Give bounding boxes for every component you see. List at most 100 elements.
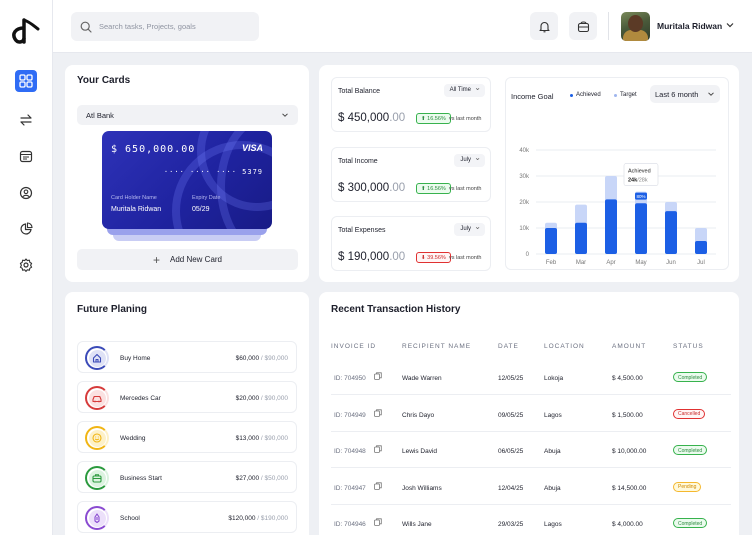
col-location: LOCATION — [544, 343, 585, 350]
card-holder-label: Card Holder Name — [111, 195, 157, 201]
plan-item[interactable]: Business Start $27,000 / $50,000 — [77, 461, 297, 493]
table-row[interactable]: ID: 704949 Chris Dayo 09/05/25 Lagos $ 1,500… — [331, 396, 731, 432]
stat-label: Total Balance — [338, 88, 381, 95]
copy-icon[interactable] — [374, 518, 382, 526]
stat-value: $ 450,000.00 — [338, 112, 406, 124]
invoice-id: ID: 704947 — [334, 484, 366, 492]
x-tick-label: Mar — [576, 260, 586, 266]
col-recipient: RECIPIENT NAME — [402, 343, 472, 350]
invoice-id: ID: 704949 — [334, 411, 366, 419]
status-badge: Completed — [673, 518, 708, 528]
tooltip-pct-bg — [635, 192, 647, 200]
progress-ring — [85, 506, 109, 530]
tx-location: Lokoja — [544, 375, 564, 382]
add-new-card-button[interactable]: + Add New Card — [77, 249, 298, 270]
table-row[interactable]: ID: 704946 Wills Jane 29/03/25 Lagos $ 4,000… — [331, 505, 731, 535]
tx-location: Lagos — [544, 521, 562, 528]
chevron-down-icon[interactable] — [725, 20, 735, 30]
stat-value: $ 300,000.00 — [338, 182, 406, 194]
wallet-button[interactable] — [569, 12, 597, 40]
search-icon — [80, 21, 92, 33]
stat-note: vs last month — [449, 186, 482, 192]
nav-analytics-icon[interactable] — [15, 218, 37, 240]
table-row[interactable]: ID: 704948 Lewis David 06/05/25 Abuja $ 10,0… — [331, 432, 731, 468]
chevron-down-icon — [708, 92, 714, 96]
achieved-bar — [665, 211, 677, 254]
progress-ring — [85, 466, 109, 490]
tx-amount: $ 1,500.00 — [612, 411, 643, 419]
bank-select[interactable]: Atl Bank — [77, 105, 298, 125]
invoice-id: ID: 704946 — [334, 521, 366, 528]
panel-title: Future Planing — [77, 304, 147, 315]
plan-amount: $20,000 / $90,000 — [235, 395, 288, 402]
plan-label: Business Start — [120, 475, 162, 482]
copy-icon[interactable] — [374, 445, 382, 453]
stat-note: vs last month — [449, 116, 482, 122]
nav-settings-icon[interactable] — [15, 254, 37, 276]
copy-icon[interactable] — [374, 372, 382, 380]
status-badge: Pending — [673, 481, 702, 492]
nav-transfer-icon[interactable] — [15, 109, 37, 131]
period-select[interactable]: All Time — [443, 83, 485, 97]
period-select[interactable]: July — [454, 153, 485, 167]
copy-icon[interactable] — [374, 481, 382, 490]
nav-dashboard-icon[interactable] — [15, 70, 37, 92]
plan-label: Wedding — [120, 435, 146, 442]
y-tick-label: 40k — [519, 148, 530, 154]
brand-logo[interactable] — [10, 16, 42, 46]
expiry-label: Expiry Date — [192, 195, 221, 201]
table-row[interactable]: ID: 704947 Josh Williams 12/04/25 Abuja $ 14… — [331, 469, 731, 505]
future-planning-panel: Future Planing Buy Home $60,000 / $90,000… — [65, 292, 309, 535]
income-goal-card: Income Goal Achieved Target Last 6 month… — [505, 77, 729, 270]
achieved-bar — [605, 199, 617, 254]
period-select[interactable]: July — [454, 222, 485, 236]
your-cards-panel: Your Cards Atl Bank $ 650,000.00 VISA ··… — [65, 65, 309, 282]
plan-item[interactable]: Mercedes Car $20,000 / $90,000 — [77, 381, 297, 413]
invoice-id: ID: 704948 — [334, 448, 366, 455]
legend-achieved: Achieved — [570, 92, 601, 98]
tx-date: 12/04/25 — [498, 484, 524, 492]
plan-item[interactable]: School $120,000 / $190,000 — [77, 501, 297, 533]
x-tick-label: Jul — [697, 260, 705, 266]
tx-amount: $ 4,500.00 — [612, 375, 643, 382]
y-tick-label: 20k — [519, 200, 530, 206]
plan-item[interactable]: Wedding $13,000 / $90,000 — [77, 421, 297, 453]
transactions-panel: Recent Transaction History INVOICE ID RE… — [319, 292, 739, 535]
user-name[interactable]: Muritala Ridwan — [657, 21, 723, 31]
achieved-bar — [635, 203, 647, 254]
tx-location: Abuja — [544, 484, 561, 492]
recipient-name: Josh Williams — [402, 484, 442, 492]
x-tick-label: Feb — [546, 260, 557, 266]
nav-profile-icon[interactable] — [15, 182, 37, 204]
nav-calendar-icon[interactable] — [15, 145, 37, 167]
achieved-bar — [545, 228, 557, 254]
plan-item[interactable]: Buy Home $60,000 / $90,000 — [77, 341, 297, 373]
tx-date: 12/05/25 — [498, 375, 524, 382]
chevron-down-icon — [282, 113, 288, 117]
progress-ring — [85, 386, 109, 410]
stat-label: Total Expenses — [338, 227, 386, 234]
tooltip-value: 24k/28k — [628, 178, 648, 184]
table-row[interactable]: ID: 704950 Wade Warren 12/05/25 Lokoja $ 4,5… — [331, 359, 731, 395]
card-brand: VISA — [241, 143, 263, 153]
bell-icon — [538, 21, 550, 32]
credit-card[interactable]: $ 650,000.00 VISA ···· ···· ···· 5379 Ca… — [102, 131, 272, 229]
top-bar: Muritala Ridwan — [53, 0, 752, 53]
search-input[interactable] — [99, 22, 249, 31]
income-goal-chart: 0 10k 20k 30k 40k Feb Mar Apr May Jun Jul Achieved 2… — [519, 148, 716, 266]
recipient-name: Lewis David — [402, 448, 438, 455]
goal-period-select[interactable]: Last 6 month — [650, 85, 720, 103]
tooltip-target: /28k — [637, 178, 648, 184]
copy-icon[interactable] — [374, 408, 382, 417]
col-date: DATE — [498, 343, 519, 350]
pen-icon — [94, 513, 100, 523]
card-number: ···· ···· ···· 5379 — [163, 168, 263, 176]
tx-amount: $ 14,500.00 — [612, 484, 647, 492]
avatar[interactable] — [621, 12, 650, 41]
briefcase-icon — [92, 474, 102, 483]
goal-title: Income Goal — [511, 92, 554, 101]
plan-amount: $27,000 / $50,000 — [235, 475, 288, 482]
card-balance: $ 650,000.00 — [111, 144, 196, 155]
notifications-button[interactable] — [530, 12, 558, 40]
search-bar[interactable] — [71, 12, 259, 41]
